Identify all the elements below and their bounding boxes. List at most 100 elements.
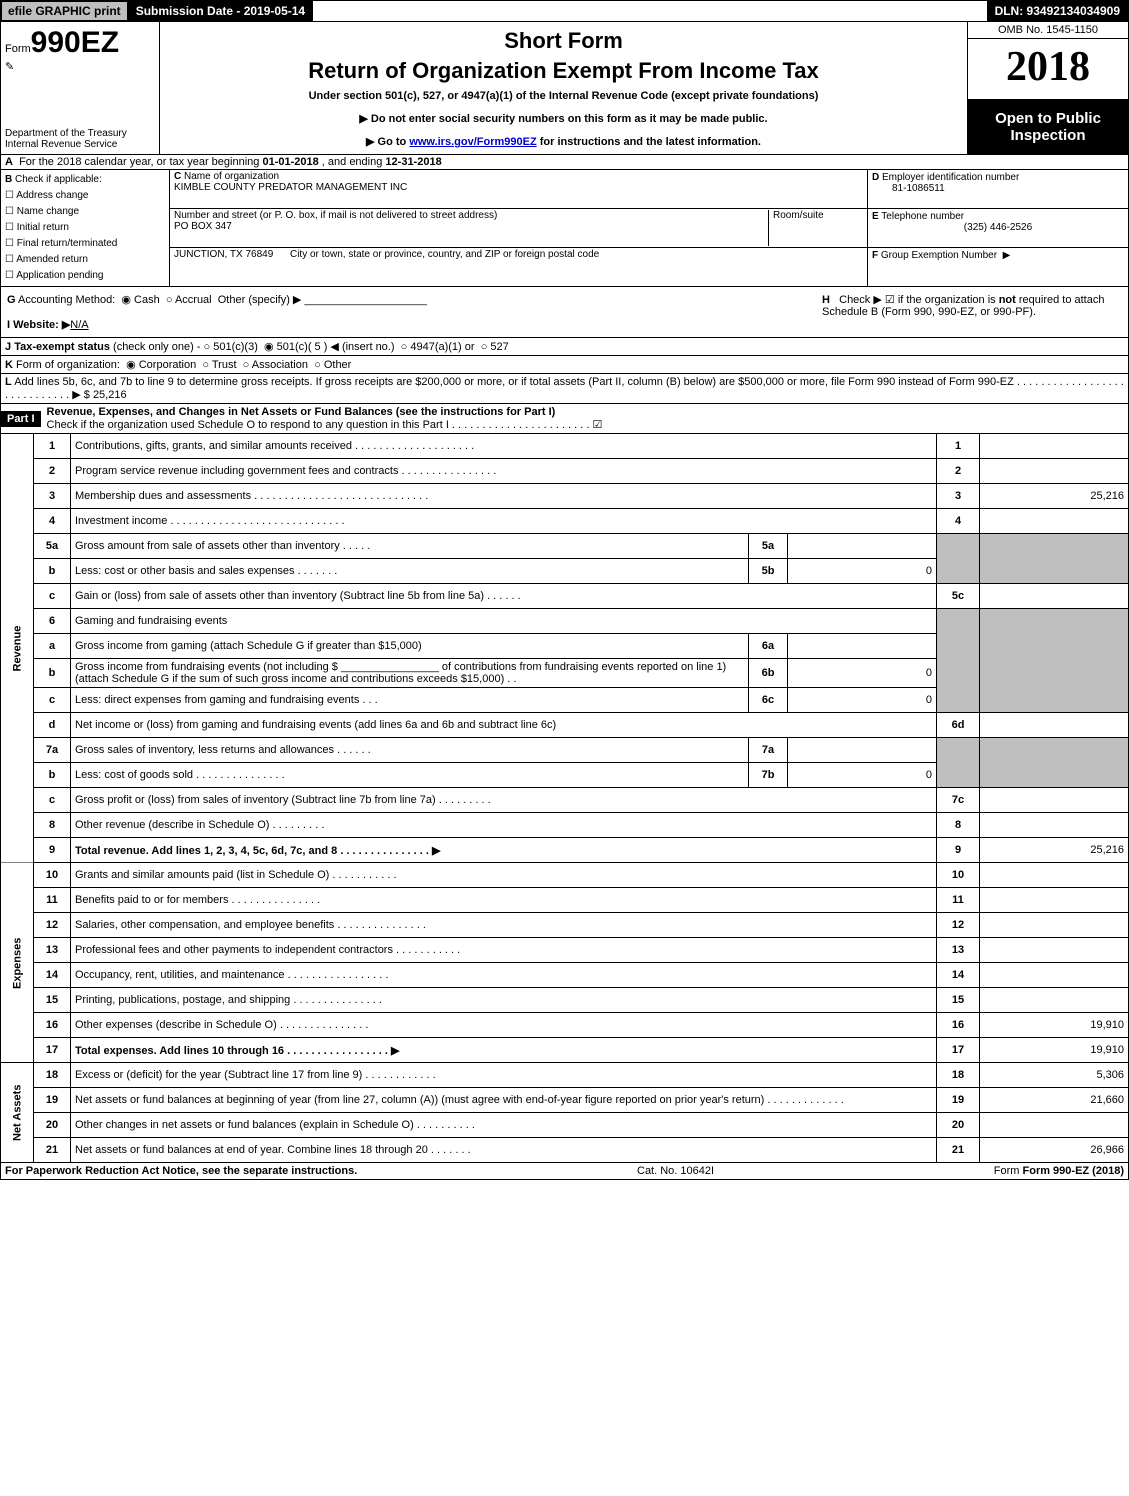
rad-accrual[interactable]: Accrual <box>166 294 212 306</box>
chk-initial-return[interactable]: Initial return <box>5 222 69 233</box>
rad-assoc[interactable]: Association <box>243 359 308 371</box>
chk-amended[interactable]: Amended return <box>5 254 88 265</box>
rad-other-org[interactable]: Other <box>314 359 351 371</box>
l5b-sa: 0 <box>788 559 937 584</box>
form-header: Form990EZ ✎ Department of the Treasury I… <box>0 22 1129 155</box>
l3-lino: 3 <box>937 484 980 509</box>
chk-pending[interactable]: Application pending <box>5 270 104 281</box>
col-b: B Check if applicable: Address change Na… <box>1 170 170 286</box>
l7ab-gray1 <box>937 738 980 788</box>
l18-desc: Excess or (deficit) for the year (Subtra… <box>71 1063 937 1088</box>
l6a-sn: 6a <box>749 634 788 659</box>
line-20: 20 Other changes in net assets or fund b… <box>1 1113 1129 1138</box>
l16-amt: 19,910 <box>980 1013 1129 1038</box>
label-k: K <box>5 359 13 371</box>
l14-desc: Occupancy, rent, utilities, and maintena… <box>71 963 937 988</box>
chk-address-change[interactable]: Address change <box>5 190 88 201</box>
l17-lino: 17 <box>937 1038 980 1063</box>
l18-num: 18 <box>34 1063 71 1088</box>
l20-num: 20 <box>34 1113 71 1138</box>
tax-year: 2018 <box>968 39 1128 100</box>
rad-501c5[interactable]: 501(c)( 5 ) ◀ (insert no.) <box>264 341 395 353</box>
l20-amt <box>980 1113 1129 1138</box>
rad-other[interactable]: Other (specify) ▶ <box>218 294 302 306</box>
phone-value: (325) 446-2526 <box>872 222 1124 233</box>
l9-lino: 9 <box>937 838 980 863</box>
rad-corp[interactable]: Corporation <box>126 359 196 371</box>
label-g: G <box>7 294 16 306</box>
line-5c: c Gain or (loss) from sale of assets oth… <box>1 584 1129 609</box>
l12-num: 12 <box>34 913 71 938</box>
l14-amt <box>980 963 1129 988</box>
l2-desc: Program service revenue including govern… <box>71 459 937 484</box>
h-checkbox[interactable] <box>885 294 898 306</box>
row-k: K Form of organization: Corporation Trus… <box>0 356 1129 374</box>
ein-label: Employer identification number <box>882 172 1019 183</box>
line-14: 14 Occupancy, rent, utilities, and maint… <box>1 963 1129 988</box>
row-a-mid: , and ending <box>322 156 386 168</box>
l1-amt <box>980 434 1129 459</box>
goto-line: Go to www.irs.gov/Form990EZ for instruct… <box>166 135 961 148</box>
l6c-num: c <box>34 688 71 713</box>
l5b-sn: 5b <box>749 559 788 584</box>
h-check-arrow: Check ▶ <box>839 294 882 306</box>
short-form-title: Short Form <box>166 28 961 54</box>
rad-527[interactable]: 527 <box>481 341 509 353</box>
ein-value: 81-1086511 <box>872 183 945 194</box>
line-7c: c Gross profit or (loss) from sales of i… <box>1 788 1129 813</box>
addr-label: Number and street (or P. O. box, if mail… <box>174 210 497 221</box>
l7b-desc: Less: cost of goods sold . . . . . . . .… <box>71 763 749 788</box>
rad-cash[interactable]: Cash <box>121 294 159 306</box>
l20-desc: Other changes in net assets or fund bala… <box>71 1113 937 1138</box>
public-warning-text: Do not enter social security numbers on … <box>371 113 768 125</box>
chk-final-return[interactable]: Final return/terminated <box>5 238 117 249</box>
j-label: Tax-exempt status <box>14 341 110 353</box>
l5c-amt <box>980 584 1129 609</box>
l11-num: 11 <box>34 888 71 913</box>
footer: For Paperwork Reduction Act Notice, see … <box>0 1163 1129 1180</box>
line-17: 17 Total expenses. Add lines 10 through … <box>1 1038 1129 1063</box>
rad-501c3[interactable]: 501(c)(3) <box>204 341 258 353</box>
chk-name-change[interactable]: Name change <box>5 206 79 217</box>
l14-lino: 14 <box>937 963 980 988</box>
l6d-desc: Net income or (loss) from gaming and fun… <box>71 713 937 738</box>
phone-label: Telephone number <box>881 211 964 222</box>
l13-amt <box>980 938 1129 963</box>
l5c-lino: 5c <box>937 584 980 609</box>
l1-desc: Contributions, gifts, grants, and simila… <box>71 434 937 459</box>
label-d: D <box>872 172 879 183</box>
l7a-sn: 7a <box>749 738 788 763</box>
l19-num: 19 <box>34 1088 71 1113</box>
line-6: 6 Gaming and fundraising events <box>1 609 1129 634</box>
l17-num: 17 <box>34 1038 71 1063</box>
goto-post: for instructions and the latest informat… <box>537 136 761 148</box>
label-e: E <box>872 211 879 222</box>
efile-print-button[interactable]: efile GRAPHIC print <box>1 1 128 21</box>
open-public-badge: Open to Public Inspection <box>968 100 1128 154</box>
lines-table: Revenue 1 Contributions, gifts, grants, … <box>0 434 1129 1163</box>
l5c-num: c <box>34 584 71 609</box>
l-amount: $ 25,216 <box>84 389 127 401</box>
public-warning: Do not enter social security numbers on … <box>166 112 961 125</box>
row-l: L Add lines 5b, 6c, and 7b to line 9 to … <box>0 374 1129 404</box>
l7c-desc: Gross profit or (loss) from sales of inv… <box>71 788 937 813</box>
line-12: 12 Salaries, other compensation, and emp… <box>1 913 1129 938</box>
col-d-f: D Employer identification number 81-1086… <box>867 170 1128 286</box>
netassets-vlabel: Net Assets <box>1 1063 34 1163</box>
header-left: Form990EZ ✎ Department of the Treasury I… <box>1 22 160 154</box>
l7b-num: b <box>34 763 71 788</box>
dln-badge: DLN: 93492134034909 <box>987 1 1128 21</box>
l10-amt <box>980 863 1129 888</box>
l6b-sa: 0 <box>788 659 937 688</box>
l8-num: 8 <box>34 813 71 838</box>
org-name: KIMBLE COUNTY PREDATOR MANAGEMENT INC <box>174 182 407 193</box>
label-c: C <box>174 171 181 182</box>
goto-link[interactable]: www.irs.gov/Form990EZ <box>409 136 536 148</box>
rad-4947[interactable]: 4947(a)(1) or <box>401 341 475 353</box>
part-i-check[interactable] <box>593 419 603 431</box>
rad-trust[interactable]: Trust <box>202 359 236 371</box>
l4-lino: 4 <box>937 509 980 534</box>
l11-lino: 11 <box>937 888 980 913</box>
label-a: A <box>5 156 13 168</box>
l6a-sa <box>788 634 937 659</box>
